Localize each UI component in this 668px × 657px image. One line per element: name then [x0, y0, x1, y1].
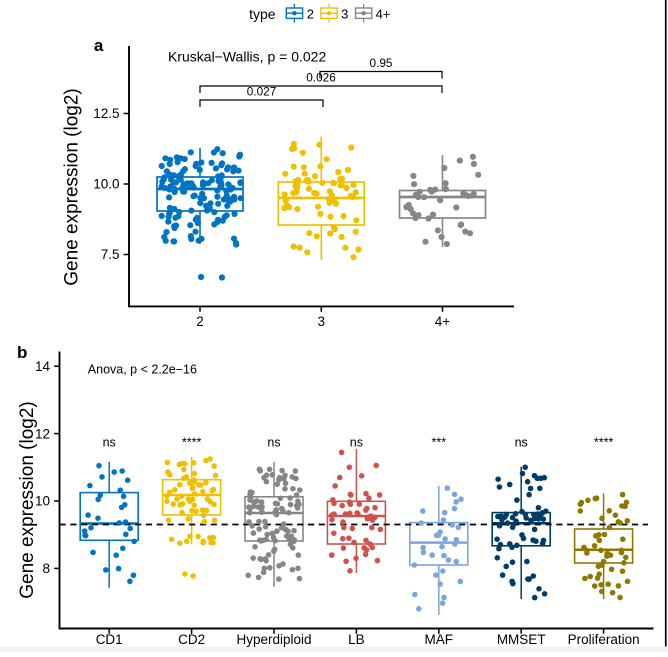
svg-text:ns: ns: [515, 436, 528, 450]
svg-text:4+: 4+: [435, 314, 451, 329]
svg-text:10: 10: [35, 494, 50, 509]
svg-text:ns: ns: [350, 436, 363, 450]
svg-text:type: type: [249, 6, 276, 22]
svg-text:****: ****: [182, 436, 202, 450]
svg-text:0.026: 0.026: [306, 70, 336, 84]
svg-text:ns: ns: [103, 436, 116, 450]
svg-text:Hyperdiploid: Hyperdiploid: [236, 632, 311, 647]
svg-text:14: 14: [35, 359, 51, 374]
svg-text:7.5: 7.5: [101, 247, 120, 262]
svg-text:CD2: CD2: [178, 632, 205, 647]
svg-text:***: ***: [432, 436, 447, 450]
svg-text:ns: ns: [267, 436, 280, 450]
svg-text:Gene expression (log2): Gene expression (log2): [62, 88, 83, 286]
svg-text:0.95: 0.95: [370, 56, 393, 70]
svg-text:0.027: 0.027: [247, 84, 277, 98]
svg-text:LB: LB: [348, 632, 365, 647]
svg-text:3: 3: [318, 314, 326, 329]
svg-text:****: ****: [594, 436, 614, 450]
svg-text:2: 2: [307, 6, 314, 21]
svg-text:Gene expression (log2): Gene expression (log2): [17, 401, 38, 599]
svg-text:Kruskal−Wallis, p = 0.022: Kruskal−Wallis, p = 0.022: [168, 49, 326, 65]
svg-text:a: a: [94, 36, 104, 55]
svg-text:3: 3: [341, 6, 348, 21]
svg-text:10.0: 10.0: [93, 177, 119, 192]
svg-text:4+: 4+: [376, 6, 391, 21]
svg-text:Anova, p < 2.2e−16: Anova, p < 2.2e−16: [88, 363, 197, 377]
svg-text:12.5: 12.5: [93, 106, 119, 121]
svg-text:8: 8: [42, 561, 50, 576]
svg-text:CD1: CD1: [96, 632, 123, 647]
svg-text:MMSET: MMSET: [497, 632, 546, 647]
svg-text:12: 12: [35, 426, 50, 441]
svg-text:Proliferation: Proliferation: [568, 632, 640, 647]
svg-text:MAF: MAF: [425, 632, 454, 647]
svg-text:b: b: [17, 343, 27, 362]
svg-text:2: 2: [196, 314, 204, 329]
